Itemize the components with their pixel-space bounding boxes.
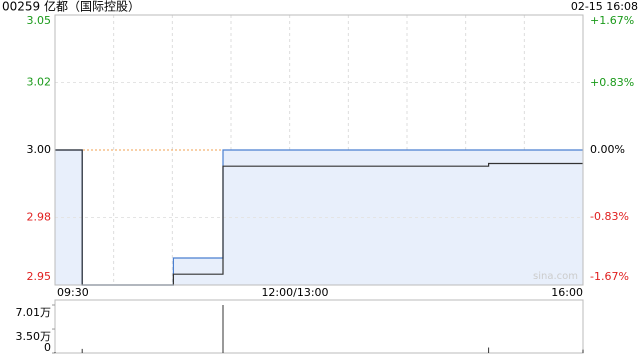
watermark: sina.com: [533, 271, 578, 282]
y-tick-label: 2.98: [27, 211, 52, 224]
series-line: [55, 149, 583, 286]
y-tick-label: 3.05: [27, 14, 52, 27]
volume-tick-label: 0: [44, 341, 51, 354]
y2-tick-label: -1.67%: [590, 270, 629, 283]
y2-tick-label: +0.83%: [590, 76, 634, 89]
x-tick-label: 09:30: [57, 286, 89, 299]
volume-frame: [54, 299, 584, 354]
y-tick-label: 3.00: [27, 143, 52, 156]
plot-frame: [54, 14, 584, 286]
y2-tick-label: 0.00%: [590, 143, 625, 156]
y-tick-label: 2.95: [27, 270, 52, 283]
y2-tick-label: +1.67%: [590, 14, 634, 27]
y2-tick-label: -0.83%: [590, 210, 629, 223]
volume-tick-label: 7.01万: [16, 306, 52, 319]
volume-tick-label: 3.50万: [16, 330, 52, 343]
y-tick-label: 3.02: [27, 76, 52, 89]
title: 00259 亿都（国际控股）: [2, 0, 140, 14]
x-tick-label: 12:00/13:00: [261, 286, 328, 299]
x-tick-label: 16:00: [551, 286, 583, 299]
timestamp: 02-15 16:08: [571, 0, 638, 13]
